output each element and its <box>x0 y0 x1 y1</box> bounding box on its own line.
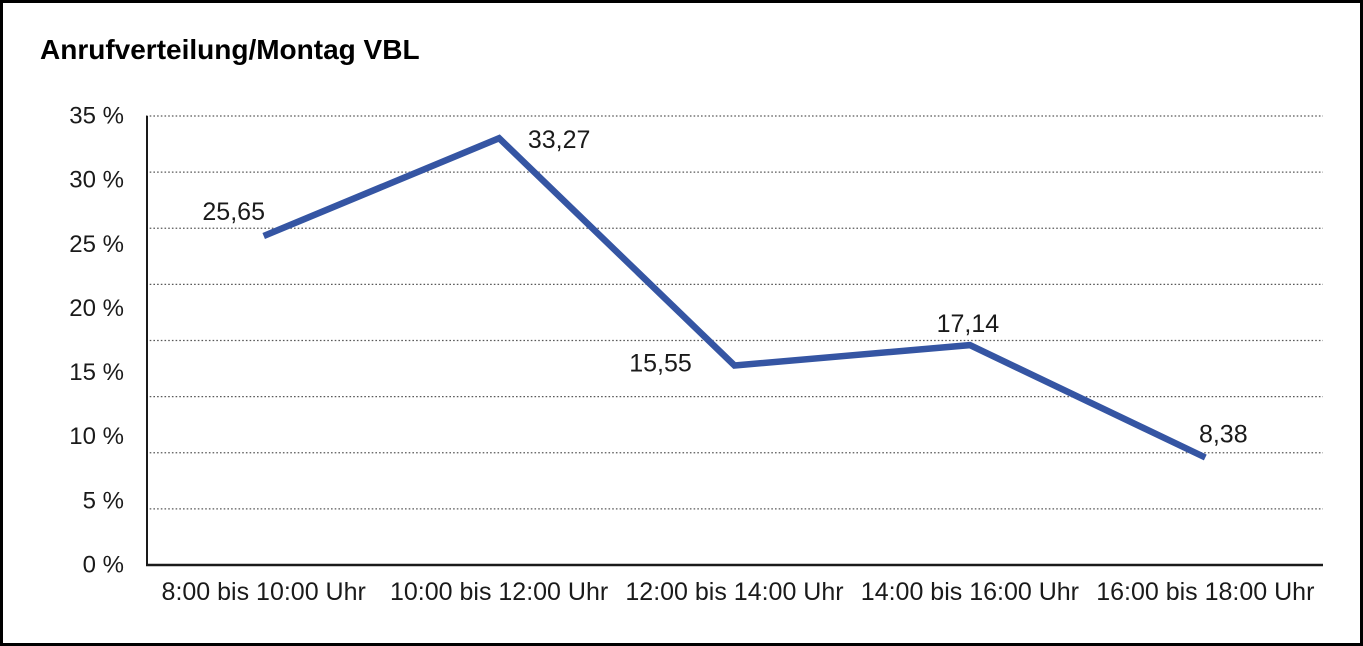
x-axis-category-label: 8:00 bis 10:00 Uhr <box>162 578 366 606</box>
gridlines-group <box>146 115 1323 510</box>
y-axis-tick-label: 15 % <box>69 359 124 386</box>
point-value-label: 25,65 <box>202 198 265 226</box>
y-axis-tick-label: 20 % <box>69 295 124 322</box>
x-axis-labels-group: 8:00 bis 10:00 Uhr 10:00 bis 12:00 Uhr 12:… <box>162 578 1315 606</box>
x-axis-category-label: 14:00 bis 16:00 Uhr <box>861 578 1079 606</box>
chart-title: Anrufverteilung/Montag VBL <box>40 34 420 65</box>
x-axis-category-label: 16:00 bis 18:00 Uhr <box>1096 578 1314 606</box>
series-line <box>262 134 1207 461</box>
y-axis-tick-label: 5 % <box>83 487 124 514</box>
point-value-label: 17,14 <box>937 310 1000 338</box>
point-value-label: 15,55 <box>629 350 692 378</box>
y-axis-tick-label: 30 % <box>69 167 124 194</box>
y-axis-tick-label: 10 % <box>69 423 124 450</box>
data-labels-group: 25,65 33,27 15,55 17,14 8,38 <box>202 126 1247 448</box>
y-axis-tick-label: 0 % <box>83 552 124 579</box>
y-axis-tick-label: 25 % <box>69 231 124 258</box>
point-value-label: 33,27 <box>528 126 591 154</box>
series-group <box>262 134 1207 461</box>
y-axis-labels-group: 0 % 5 % 10 % 15 % 20 % 25 % 30 % 35 % <box>69 103 124 579</box>
point-value-label: 8,38 <box>1199 420 1248 448</box>
y-axis-tick-label: 35 % <box>69 103 124 130</box>
line-chart: Anrufverteilung/Montag VBL 0 % 5 % 10 % 15 … <box>40 34 1323 606</box>
x-axis-category-label: 10:00 bis 12:00 Uhr <box>390 578 608 606</box>
x-axis-category-label: 12:00 bis 14:00 Uhr <box>625 578 843 606</box>
